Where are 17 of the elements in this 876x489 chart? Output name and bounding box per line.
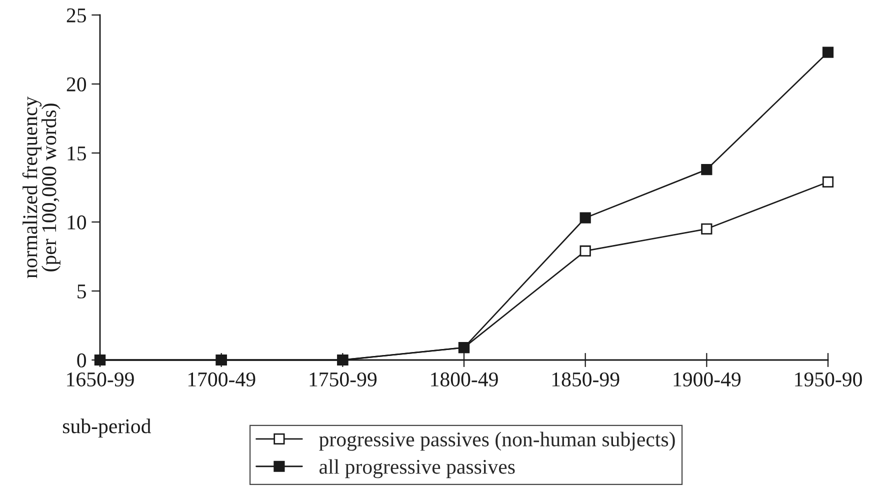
x-tick-label: 1700-49	[188, 372, 256, 386]
x-tick-label: 1650-99	[67, 372, 134, 386]
x-axis-title: sub-period	[63, 418, 151, 438]
y-tick-label: 20	[66, 77, 86, 92]
legend-label: all progressive passives	[320, 459, 515, 478]
x-tick-label: 1800-49	[431, 372, 498, 386]
y-axis-title: normalized frequency (per 100,000 words)	[22, 96, 60, 278]
y-tick-label: 15	[68, 146, 86, 160]
y-tick-label: 0	[77, 353, 86, 368]
x-tick-label: 1850-99	[552, 372, 620, 386]
x-tick-label: 1750-99	[310, 372, 377, 386]
y-tick-label: 5	[78, 284, 86, 298]
legend-label: progressive passives (non-human subjects)	[319, 432, 675, 451]
y-tick-label: 25	[66, 8, 86, 22]
y-tick-label: 10	[68, 215, 86, 230]
x-tick-label: 1950-90	[795, 372, 862, 386]
x-tick-label: 1900-49	[674, 372, 741, 386]
